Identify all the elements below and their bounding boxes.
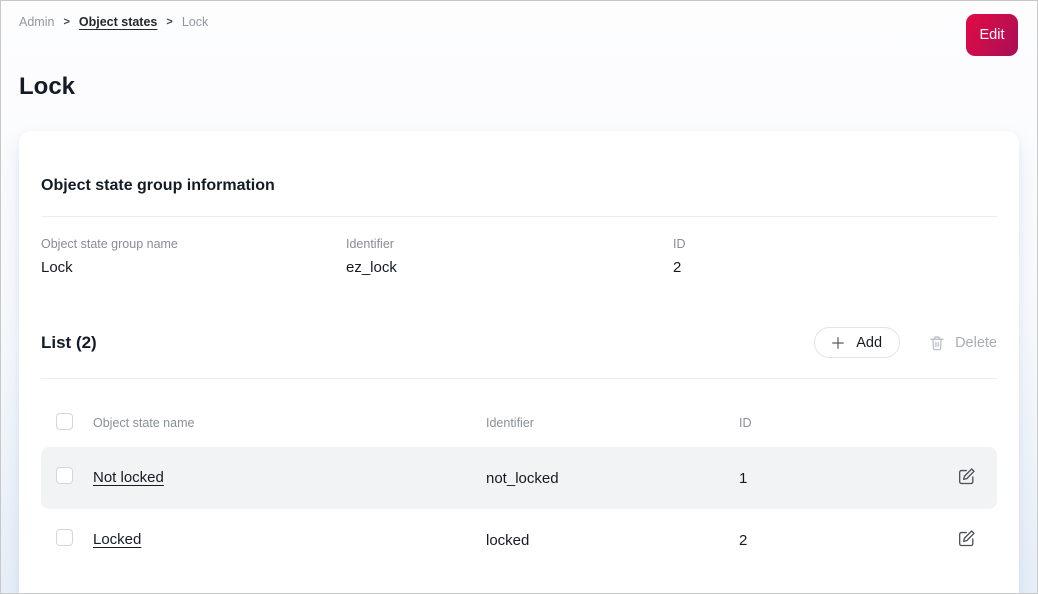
plus-icon (829, 334, 847, 352)
object-state-link[interactable]: Locked (93, 531, 142, 549)
delete-button-label: Delete (955, 334, 997, 351)
edit-button[interactable]: Edit (966, 14, 1018, 56)
field-id: ID 2 (673, 237, 997, 277)
row-checkbox[interactable] (56, 467, 73, 485)
field-value: 2 (673, 259, 682, 277)
breadcrumb-item-object-states[interactable]: Object states (78, 15, 158, 29)
field-identifier: Identifier ez_lock (346, 237, 673, 277)
breadcrumb-separator: > (63, 16, 70, 28)
page-title: Lock (19, 73, 76, 100)
row-checkbox-cell (41, 529, 93, 551)
column-header-id: ID (739, 415, 752, 430)
field-label: Object state group name (41, 237, 178, 252)
object-state-table-body: Not locked not_locked 1 Locked locked 2 (41, 447, 997, 571)
delete-button[interactable]: Delete (928, 334, 997, 352)
edit-icon (956, 528, 977, 549)
table-header-row: Object state name Identifier ID (41, 398, 997, 447)
list-actions: Add Delete (814, 327, 997, 359)
edit-row-button[interactable] (954, 464, 979, 489)
object-state-name-cell: Locked (93, 531, 486, 549)
object-state-identifier-cell: locked (486, 531, 530, 549)
object-state-group-card: Object state group information Object st… (19, 131, 1019, 593)
trash-icon (928, 334, 946, 352)
divider (41, 216, 997, 218)
info-fields: Object state group name Lock Identifier … (41, 217, 997, 277)
edit-row-button[interactable] (954, 526, 979, 551)
object-state-link[interactable]: Not locked (93, 469, 164, 487)
breadcrumb-separator: > (166, 16, 173, 28)
edit-icon (956, 466, 977, 487)
field-label: Identifier (346, 237, 394, 252)
object-state-identifier-cell: not_locked (486, 469, 559, 487)
row-actions-cell (954, 464, 997, 492)
table-row: Not locked not_locked 1 (41, 447, 997, 510)
row-checkbox-cell (41, 467, 93, 489)
breadcrumb: Admin > Object states > Lock (1, 1, 1037, 29)
divider (41, 378, 997, 380)
column-header-identifier: Identifier (486, 415, 534, 430)
add-button[interactable]: Add (814, 327, 901, 359)
add-button-label: Add (856, 334, 883, 351)
header-checkbox-cell (41, 412, 93, 433)
object-state-id-cell: 1 (739, 469, 748, 487)
list-title: List (2) (41, 332, 97, 352)
row-actions-cell (954, 526, 997, 554)
field-group-name: Object state group name Lock (41, 237, 346, 277)
object-state-table: Object state name Identifier ID Not lock… (41, 398, 997, 571)
breadcrumb-item-lock: Lock (181, 15, 209, 29)
table-row: Locked locked 2 (41, 509, 997, 571)
field-label: ID (673, 237, 686, 252)
select-all-checkbox[interactable] (56, 412, 73, 430)
object-state-name-cell: Not locked (93, 469, 486, 487)
object-state-id-cell: 2 (739, 531, 748, 549)
field-value: ez_lock (346, 259, 397, 277)
card-title: Object state group information (41, 177, 275, 195)
column-header-name: Object state name (93, 415, 195, 430)
list-header: List (2) Add Delete (41, 327, 997, 359)
breadcrumb-item-admin: Admin (19, 15, 55, 29)
field-value: Lock (41, 259, 73, 277)
row-checkbox[interactable] (56, 529, 73, 547)
